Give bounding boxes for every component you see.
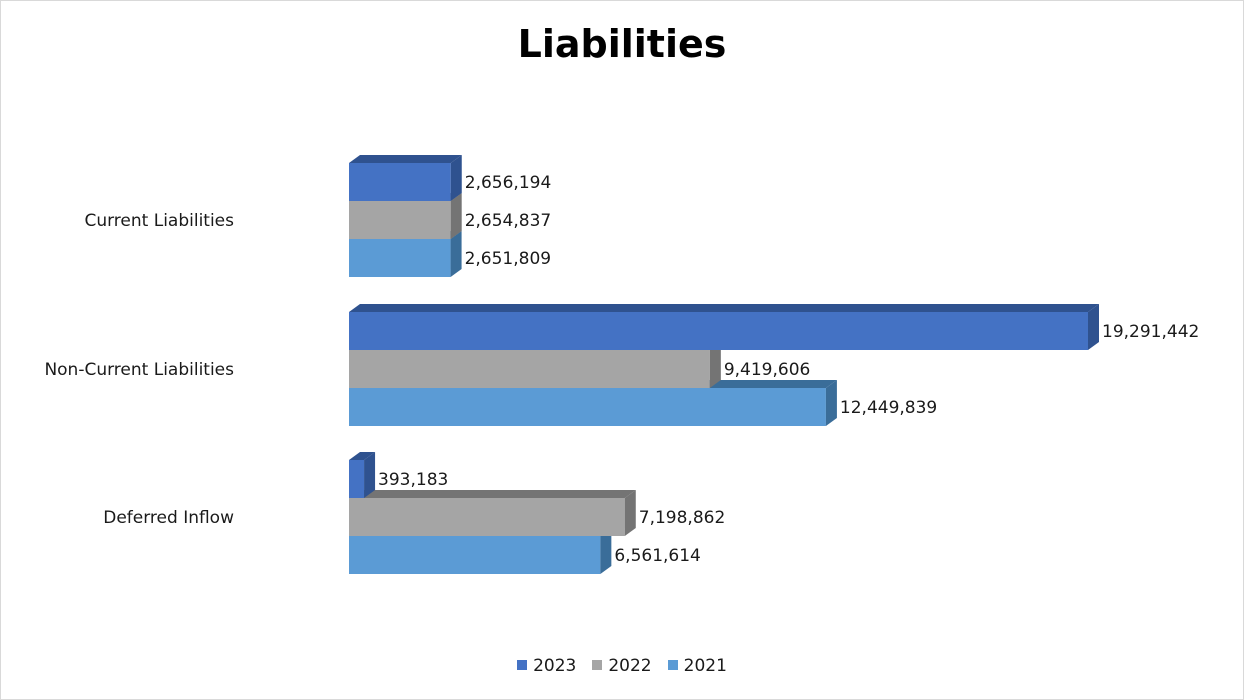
bar-front-face (349, 350, 710, 388)
legend-swatch (592, 660, 603, 670)
data-label: 12,449,839 (840, 398, 937, 418)
bar-2023-1 (349, 304, 1099, 350)
bar-front-face (349, 163, 451, 201)
category-label: Deferred Inflow (103, 508, 234, 528)
bar-top-face (349, 304, 1099, 312)
data-label: 2,654,837 (465, 211, 552, 231)
bar-side-face (825, 380, 837, 426)
bar-side-face (709, 342, 721, 388)
data-label: 19,291,442 (1102, 322, 1199, 342)
bar-2022-2 (349, 490, 636, 536)
legend-label: 2021 (683, 656, 727, 676)
bar-side-face (450, 155, 462, 201)
data-label: 6,561,614 (614, 546, 701, 566)
chart-title: Liabilities (517, 22, 727, 66)
bar-side-face (364, 452, 376, 498)
chart-legend: 2023 2022 2021 (0, 656, 1244, 676)
bar-side-face (600, 528, 612, 574)
bar-top-face (349, 490, 636, 498)
data-label: 2,656,194 (465, 173, 552, 193)
bar-2023-2 (349, 452, 376, 498)
bar-front-face (349, 388, 826, 426)
legend-item-2022: 2022 (592, 656, 652, 676)
bar-front-face (349, 498, 625, 536)
legend-swatch (517, 660, 528, 670)
bar-2023-0 (349, 155, 462, 201)
legend-item-2021: 2021 (667, 656, 727, 676)
legend-label: 2022 (608, 656, 652, 676)
bar-front-face (349, 312, 1088, 350)
bar-side-face (450, 231, 462, 277)
category-label: Non-Current Liabilities (44, 360, 234, 380)
data-label: 7,198,862 (639, 508, 726, 528)
legend-label: 2023 (533, 656, 577, 676)
data-label: 393,183 (378, 470, 448, 490)
bar-front-face (349, 239, 451, 277)
bar-side-face (624, 490, 636, 536)
bar-side-face (450, 193, 462, 239)
bar-front-face (349, 536, 601, 574)
bar-top-face (349, 452, 376, 460)
bar-front-face (349, 460, 365, 498)
legend-item-2023: 2023 (517, 656, 576, 676)
category-label: Current Liabilities (84, 211, 234, 231)
legend-swatch (667, 660, 678, 670)
bar-side-face (1088, 304, 1099, 350)
bar-top-face (349, 155, 462, 163)
data-label: 9,419,606 (724, 360, 811, 380)
data-label: 2,651,809 (465, 249, 552, 269)
bar-front-face (349, 201, 451, 239)
